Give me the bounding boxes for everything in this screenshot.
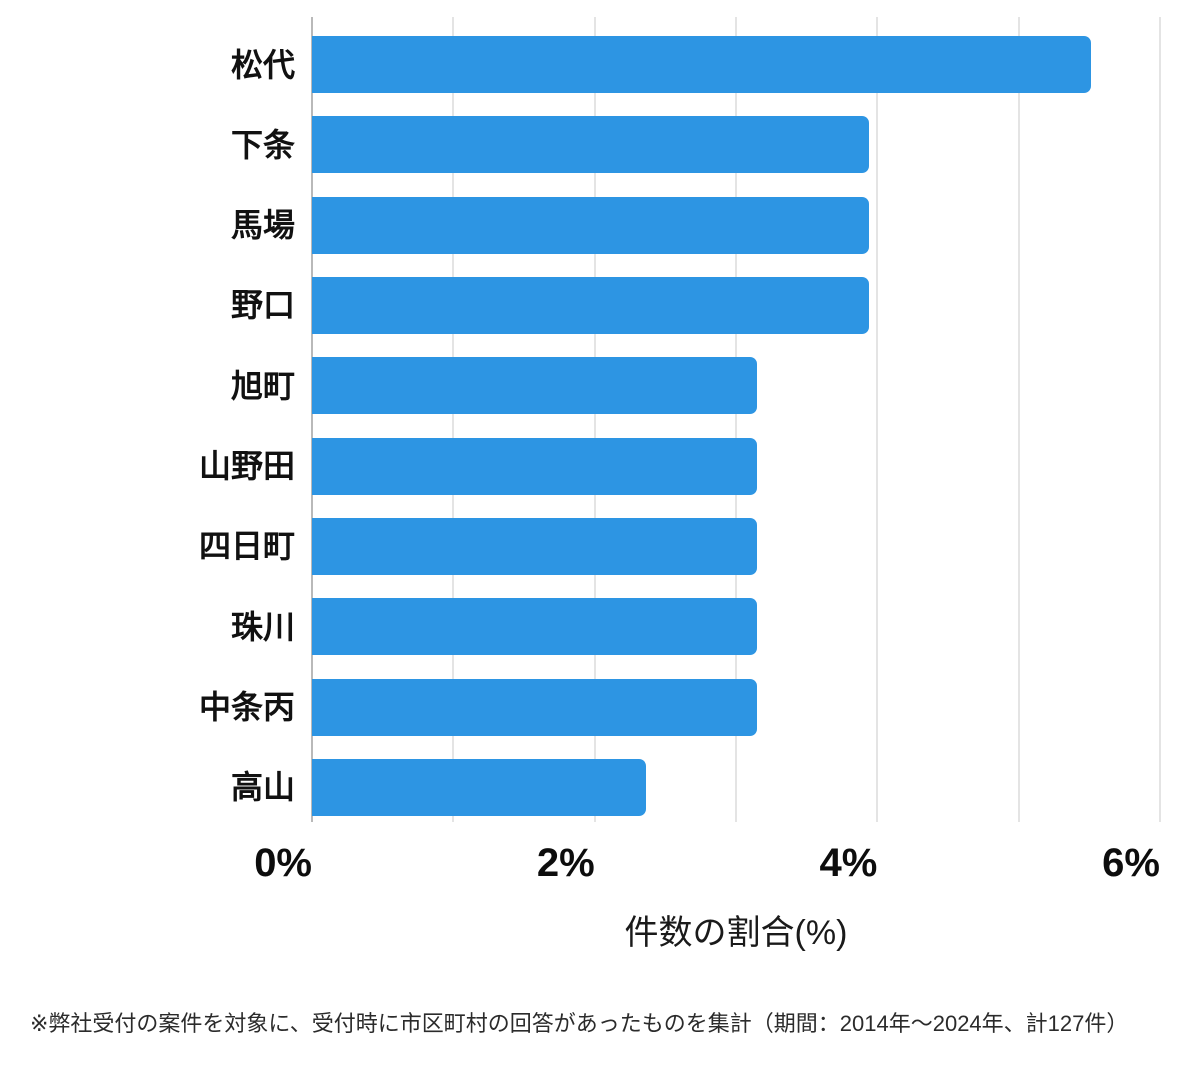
x-tick-label: 6% [1102,841,1160,885]
category-label: 山野田 [198,448,295,485]
bar [312,517,758,575]
bar [312,36,1091,93]
bar [312,276,869,334]
x-tick-label: 4% [819,841,878,885]
gridline [876,17,879,822]
category-label: 馬場 [230,207,295,244]
bar [312,116,869,174]
bar [312,196,869,254]
gridline [1017,17,1020,822]
category-label: 松代 [230,46,295,83]
gridline [452,17,455,822]
bar [312,678,758,736]
gridline [734,17,737,822]
category-label: 高山 [230,769,295,806]
category-label: 旭町 [230,367,295,404]
category-label: 四日町 [198,528,295,565]
bar [312,437,758,495]
gridline [593,17,596,822]
gridline [1158,17,1161,822]
bar [312,357,758,415]
category-label: 珠川 [230,608,295,645]
footnote: ※弊社受付の案件を対象に、受付時に市区町村の回答があったものを集計（期間：201… [30,1011,1129,1036]
x-axis-title: 件数の割合(%) [624,914,848,952]
zero-gridline [311,17,313,822]
x-tick-label: 2% [536,841,595,885]
bar [312,598,758,656]
bar [312,758,646,816]
x-tick-label: 0% [254,841,312,885]
category-label: 野口 [230,287,295,324]
category-label: 中条丙 [198,689,295,726]
category-label: 下条 [230,126,295,163]
